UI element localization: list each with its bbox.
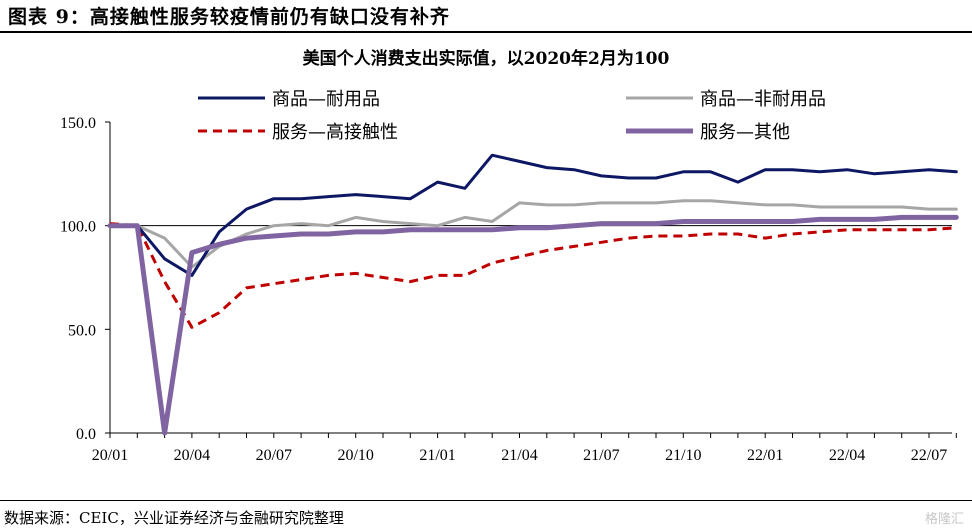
- y-tick-label: 50.0: [68, 322, 96, 339]
- series-line-goods-durable: [108, 153, 958, 277]
- y-tick-label: 0.0: [76, 426, 96, 443]
- legend-label: 商品—非耐用品: [700, 89, 826, 110]
- watermark-logo: 格隆汇: [924, 512, 964, 527]
- legend-label: 服务—高接触性: [272, 122, 398, 143]
- series-layer: [107, 153, 959, 436]
- y-tick-label: 150.0: [60, 115, 96, 132]
- x-tick-label: 22/04: [829, 447, 865, 464]
- figure-title: 图表 9：高接触性服务较疫情前仍有缺口没有补齐: [8, 6, 450, 28]
- x-tick-label: 22/07: [911, 447, 947, 464]
- axes: 150.0 100.0 50.0 0.0 20/01 20/04 20/07 20/10 21/…: [60, 115, 957, 464]
- y-tick-label: 100.0: [60, 219, 96, 236]
- x-tick-label: 20/01: [92, 447, 128, 464]
- legend-label: 商品—耐用品: [272, 89, 380, 110]
- chart-title: 美国个人消费支出实际值，以2020年2月为100: [302, 49, 670, 69]
- x-tick-label: 20/07: [256, 447, 292, 464]
- bottom-rule: [0, 500, 972, 501]
- x-tick-label: 21/04: [501, 447, 537, 464]
- x-tick-label: 21/10: [665, 447, 701, 464]
- series-line-services-high-contact: [109, 222, 957, 329]
- top-rule: [0, 31, 972, 33]
- x-tick-label: 20/04: [174, 447, 210, 464]
- x-tick-label: 20/10: [337, 447, 373, 464]
- series-line-services-other: [107, 214, 959, 436]
- x-tick-label: 21/01: [419, 447, 455, 464]
- series-line-goods-nondurable: [108, 199, 958, 269]
- x-tick-label: 22/01: [747, 447, 783, 464]
- legend-label: 服务—其他: [700, 122, 790, 143]
- source-note: 数据来源：CEIC，兴业证券经济与金融研究院整理: [4, 509, 344, 527]
- x-tick-label: 21/07: [583, 447, 619, 464]
